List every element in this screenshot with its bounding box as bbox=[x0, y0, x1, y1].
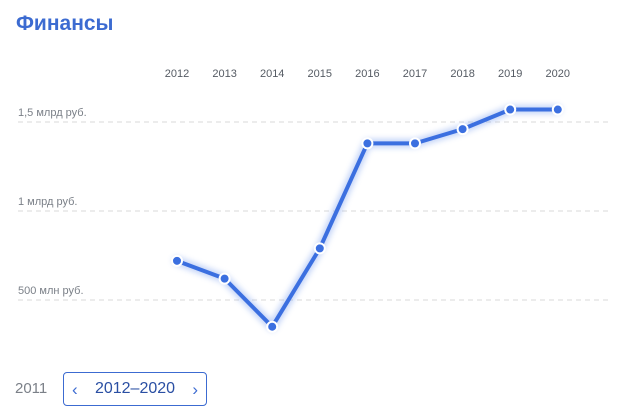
x-tick-label: 2016 bbox=[355, 68, 379, 80]
y-tick-label: 1 млрд руб. bbox=[18, 196, 77, 208]
previous-period-year[interactable]: 2011 bbox=[15, 380, 48, 397]
data-point-2020[interactable] bbox=[551, 103, 564, 116]
x-tick-label: 2018 bbox=[450, 68, 474, 80]
data-point-2015[interactable] bbox=[313, 242, 326, 255]
x-tick-label: 2012 bbox=[165, 68, 189, 80]
x-tick-label: 2019 bbox=[498, 68, 522, 80]
x-tick-label: 2020 bbox=[546, 68, 570, 80]
x-tick-label: 2017 bbox=[403, 68, 427, 80]
data-point-2016[interactable] bbox=[361, 137, 374, 150]
x-tick-label: 2013 bbox=[212, 68, 236, 80]
finance-line-chart: 500 млн руб. 1 млрд руб. 1,5 млрд руб. 201… bbox=[18, 68, 608, 333]
data-point-2018[interactable] bbox=[456, 123, 469, 136]
period-range-label: 2012–2020 bbox=[94, 380, 176, 397]
data-point-2019[interactable] bbox=[504, 103, 517, 116]
period-pager: ‹ 2012–2020 › bbox=[63, 372, 207, 406]
data-point-2017[interactable] bbox=[409, 137, 421, 150]
data-point-2012[interactable] bbox=[171, 254, 183, 267]
data-point-2013[interactable] bbox=[218, 272, 231, 285]
y-tick-label: 500 млн руб. bbox=[18, 285, 84, 297]
y-tick-label: 1,5 млрд руб. bbox=[18, 107, 87, 119]
chevron-left-icon[interactable]: ‹ bbox=[72, 379, 78, 399]
x-tick-label: 2015 bbox=[308, 68, 332, 80]
chevron-right-icon[interactable]: › bbox=[192, 379, 198, 399]
page-title: Финансы bbox=[16, 12, 114, 35]
data-point-2014[interactable] bbox=[266, 320, 279, 333]
x-tick-label: 2014 bbox=[260, 68, 284, 80]
